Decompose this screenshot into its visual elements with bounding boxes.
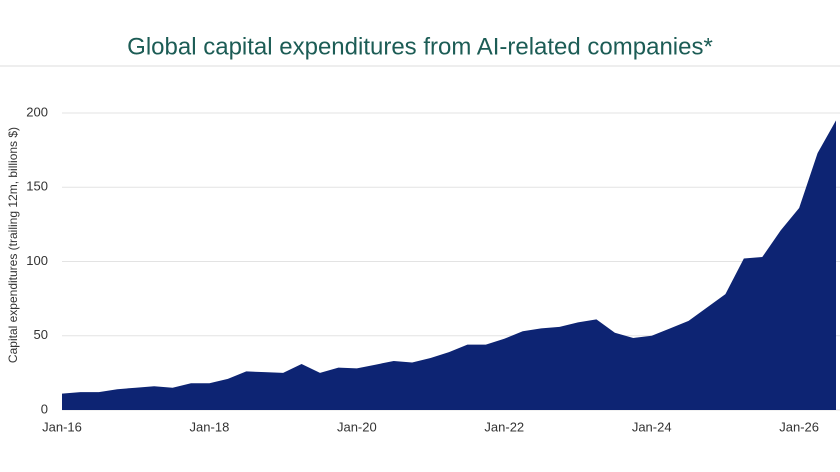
y-tick-label: 150 xyxy=(26,179,48,194)
y-tick-label: 0 xyxy=(41,401,48,416)
y-tick-label: 200 xyxy=(26,104,48,119)
x-tick-label: Jan-22 xyxy=(484,419,524,434)
x-tick-label: Jan-18 xyxy=(190,419,230,434)
x-tick-label: Jan-20 xyxy=(337,419,377,434)
x-tick-label: Jan-26 xyxy=(779,419,819,434)
y-tick-label: 100 xyxy=(26,253,48,268)
chart-title: Global capital expenditures from AI-rela… xyxy=(127,33,713,60)
x-tick-label: Jan-16 xyxy=(42,419,82,434)
y-tick-label: 50 xyxy=(34,327,48,342)
x-tick-label: Jan-24 xyxy=(632,419,672,434)
area xyxy=(62,120,836,411)
y-axis-label: Capital expenditures (trailing 12m, bill… xyxy=(6,127,20,363)
